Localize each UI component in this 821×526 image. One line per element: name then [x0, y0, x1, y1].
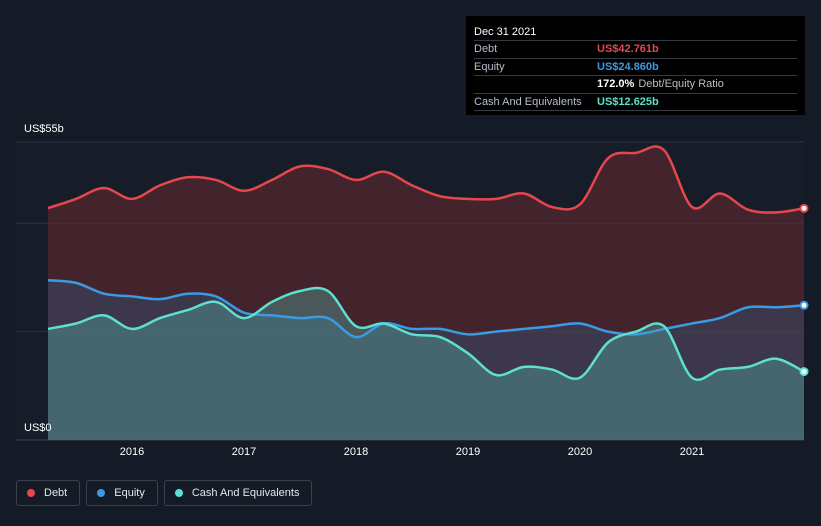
tooltip-ratio-label: Debt/Equity Ratio — [638, 78, 724, 90]
x-tick-label: 2018 — [343, 446, 369, 458]
tooltip-value: 172.0% — [597, 78, 635, 90]
series-area-debt — [48, 146, 804, 441]
series-endpoint-debt — [799, 203, 809, 213]
tooltip-label — [474, 76, 597, 93]
x-tick-label: 2017 — [231, 446, 257, 458]
series-endpoint-cash-and-equivalents — [799, 367, 809, 377]
series-area-cash-and-equivalents — [48, 287, 804, 440]
legend-dot-icon — [27, 489, 35, 497]
tooltip-value: US$12.625b — [597, 95, 659, 108]
tooltip-value: US$24.860b — [597, 60, 659, 73]
x-tick-label: 2019 — [455, 446, 481, 458]
tooltip-date: Dec 31 2021 — [474, 24, 797, 41]
legend-dot-icon — [174, 489, 183, 497]
legend-label: Debt — [44, 487, 68, 499]
legend-item-equity[interactable]: Equity — [86, 480, 158, 506]
series-line-equity — [47, 278, 805, 339]
legend-label: Cash And Equivalents — [191, 487, 300, 499]
legend-item-cash[interactable]: Cash And Equivalents — [163, 480, 313, 506]
tooltip-row-equity: Equity US$24.860b — [474, 59, 797, 76]
legend-item-debt[interactable]: Debt — [16, 480, 81, 506]
series-line-cash-and-equivalents — [47, 286, 805, 381]
data-tooltip: Dec 31 2021 Debt US$42.761b Equity US$24… — [466, 16, 805, 115]
y-axis-top-label: US$55b — [24, 123, 64, 135]
series-line-debt — [47, 145, 805, 214]
legend-dot-icon — [97, 489, 106, 497]
tooltip-value: US$42.761b — [597, 43, 659, 55]
x-tick-label: 2021 — [679, 446, 705, 458]
x-tick-label: 2016 — [119, 446, 145, 458]
series-area-equity — [48, 280, 804, 440]
tooltip-row-debt: Debt US$42.761b — [474, 41, 797, 59]
x-tick-label: 2020 — [567, 446, 593, 458]
tooltip-row-cash: Cash And Equivalents US$12.625b — [474, 94, 797, 111]
tooltip-label: Debt — [474, 43, 498, 55]
legend-label: Equity — [114, 487, 145, 499]
y-axis-bottom-label: US$0 — [24, 422, 52, 434]
tooltip-row-ratio: 172.0% Debt/Equity Ratio — [474, 76, 797, 94]
chart-legend: Debt Equity Cash And Equivalents — [16, 480, 313, 506]
tooltip-label: Cash And Equivalents — [474, 95, 582, 108]
tooltip-label: Equity — [474, 60, 505, 73]
series-endpoint-equity — [799, 300, 809, 310]
